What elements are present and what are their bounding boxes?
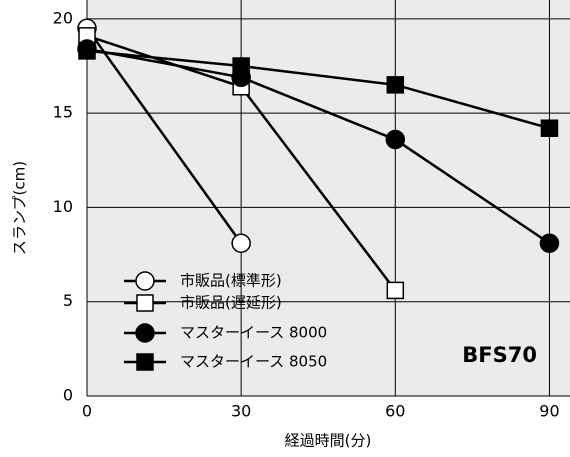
marker [231, 233, 251, 254]
marker [539, 233, 560, 254]
x-axis-label: 経過時間(分) [285, 432, 372, 450]
legend-label: マスターイース 8050 [180, 353, 327, 371]
series-line [85, 27, 243, 244]
y-axis-label: スランプ(cm) [11, 161, 29, 255]
y-tick-label: 10 [53, 197, 73, 216]
x-tick-label: 90 [539, 402, 559, 421]
marker [232, 57, 250, 75]
marker [78, 42, 96, 60]
y-tick-label: 15 [53, 103, 73, 122]
x-tick-label: 60 [385, 402, 405, 421]
marker [540, 119, 559, 137]
legend-marker [135, 271, 155, 291]
plot-area [87, 0, 570, 396]
legend-marker [136, 294, 154, 312]
y-tick-label: 20 [53, 8, 73, 27]
y-tick-label: 5 [63, 291, 73, 310]
annotation: BFS70 [462, 343, 537, 367]
legend-label: マスターイース 8000 [180, 324, 327, 342]
x-tick-label: 0 [82, 402, 92, 421]
legend-label: 市販品(標準形) [180, 272, 282, 290]
series-line [86, 49, 550, 130]
legend-label: 市販品(遅延形) [180, 294, 282, 312]
y-tick-label: 0 [63, 386, 73, 405]
marker [385, 129, 406, 150]
marker [386, 76, 405, 94]
marker [386, 281, 405, 300]
x-tick-label: 30 [231, 402, 251, 421]
legend-marker [135, 323, 155, 343]
series-line [86, 47, 551, 245]
legend-marker [136, 353, 154, 371]
